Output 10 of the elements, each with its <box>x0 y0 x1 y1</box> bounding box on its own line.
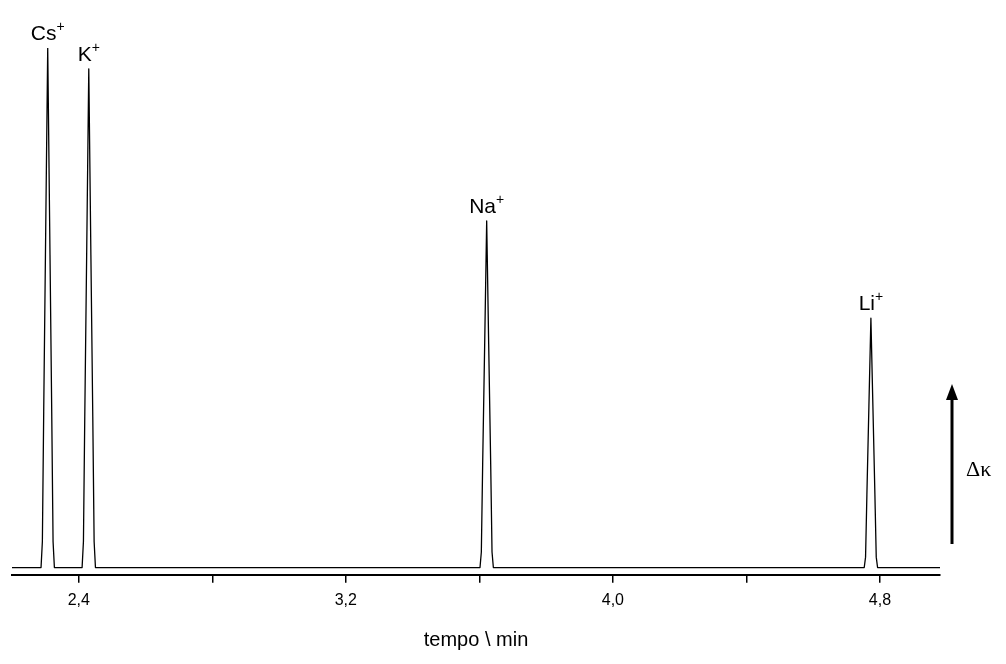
y-axis-title: Δκ <box>966 456 992 482</box>
x-tick-label: 2,4 <box>67 590 90 608</box>
x-tick-label: 4,8 <box>868 590 892 608</box>
x-tick-label: 3,2 <box>334 590 358 608</box>
annotation: Li+ <box>858 288 884 315</box>
x-axis-title: tempo \ min <box>423 627 529 650</box>
annotation: Cs+ <box>30 18 65 44</box>
annotation: Na+ <box>469 191 505 217</box>
x-tick-label: 4,0 <box>601 590 625 608</box>
annotation: K+ <box>77 38 100 65</box>
